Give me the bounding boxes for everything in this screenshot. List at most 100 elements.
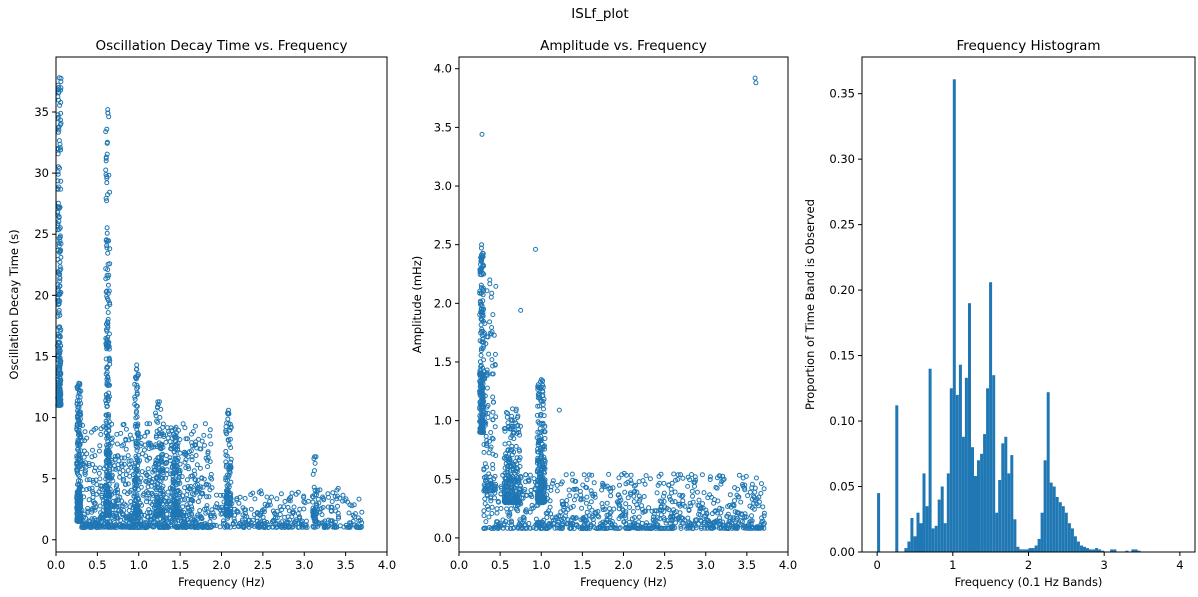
scatter-point	[185, 496, 191, 502]
scatter-point	[103, 504, 109, 510]
y-tick-label: 0	[42, 533, 49, 547]
scatter-point	[509, 413, 515, 419]
scatter-point	[123, 436, 129, 442]
scatter-point	[204, 503, 210, 509]
scatter-point	[172, 453, 178, 458]
y-tick-label: 0.35	[829, 87, 855, 101]
scatter-point	[211, 522, 217, 528]
scatter-point	[106, 460, 112, 466]
scatter-point	[335, 485, 341, 491]
scatter-point	[572, 478, 578, 484]
scatter-point	[159, 466, 165, 472]
scatter-point	[634, 502, 640, 508]
scatter-point	[688, 503, 694, 509]
scatter-point	[514, 430, 520, 436]
scatter-point	[75, 501, 81, 507]
histogram-bar	[998, 480, 1002, 552]
scatter-point	[521, 517, 527, 523]
scatter-point	[599, 501, 605, 507]
scatter-point	[657, 480, 663, 486]
scatter-point	[144, 421, 150, 427]
scatter-point	[619, 506, 625, 512]
scatter-point	[153, 410, 158, 416]
scatter-point	[295, 489, 301, 495]
scatter-point	[104, 404, 110, 410]
scatter-point	[295, 525, 301, 530]
scatter-point	[687, 477, 693, 483]
scatter-point	[568, 505, 574, 511]
scatter-point	[105, 275, 111, 281]
histogram-bar	[1125, 550, 1129, 552]
x-tick-label: 1	[949, 558, 956, 572]
scatter-point	[487, 277, 493, 283]
scatter-point	[179, 522, 185, 528]
scatter-point	[82, 429, 88, 435]
scatter-point	[132, 396, 138, 402]
scatter-point	[492, 424, 498, 430]
scatter-point	[290, 522, 296, 528]
scatter-point	[140, 451, 145, 457]
scatter-point	[713, 508, 719, 514]
scatter-point	[490, 462, 496, 467]
scatter-point	[186, 520, 192, 526]
histogram-bar	[964, 377, 968, 552]
scatter-point	[518, 523, 524, 529]
scatter-point	[77, 473, 83, 479]
scatter-point	[478, 372, 484, 378]
histogram-bar	[977, 460, 980, 552]
scatter-point	[354, 525, 360, 530]
scatter-point	[134, 408, 139, 414]
scatter-point	[120, 478, 126, 484]
histogram-bar	[1098, 549, 1102, 552]
scatter-point	[696, 497, 702, 503]
y-axis-ticks: 0 5 10 15 20 25 30 35	[34, 105, 56, 547]
scatter-point	[689, 488, 695, 494]
scatter-point	[81, 454, 87, 460]
scatter-point	[625, 495, 631, 501]
scatter-point	[222, 520, 228, 526]
scatter-point	[481, 404, 487, 410]
scatter-point	[690, 499, 696, 505]
scatter-point	[759, 481, 764, 487]
scatter-point	[244, 522, 250, 528]
scatter-point	[735, 486, 741, 492]
scatter-point	[149, 491, 155, 497]
scatter-point	[506, 440, 512, 446]
scatter-point	[123, 472, 129, 478]
scatter-point	[604, 500, 610, 506]
scatter-point	[493, 453, 499, 458]
scatter-point	[58, 117, 63, 123]
scatter-point	[500, 525, 506, 531]
scatter-point	[141, 491, 147, 497]
scatter-point	[479, 414, 485, 420]
scatter-point	[486, 488, 492, 494]
scatter-point	[749, 518, 755, 524]
histogram-bar	[895, 405, 899, 552]
scatter-point	[115, 487, 120, 493]
scatter-point	[86, 486, 92, 492]
scatter-point	[478, 282, 484, 288]
scatter-point	[109, 421, 115, 427]
decay-time-scatter-points	[55, 75, 365, 531]
scatter-point	[57, 312, 63, 318]
scatter-point	[264, 503, 270, 509]
scatter-point	[161, 521, 167, 527]
y-tick-label: 0.10	[829, 414, 855, 428]
scatter-point	[129, 524, 135, 530]
scatter-point	[115, 453, 121, 459]
scatter-point	[529, 506, 535, 512]
x-tick-label: 4.0	[378, 558, 396, 572]
scatter-point	[488, 444, 494, 450]
scatter-point	[281, 524, 287, 530]
scatter-point	[565, 517, 571, 523]
scatter-point	[273, 520, 279, 526]
scatter-point	[501, 494, 507, 500]
scatter-point	[680, 502, 686, 507]
scatter-point	[610, 485, 616, 491]
scatter-point	[508, 479, 514, 484]
scatter-point	[56, 350, 62, 356]
scatter-point	[623, 515, 629, 521]
scatter-point	[104, 245, 110, 251]
scatter-point	[180, 421, 186, 427]
x-tick-label: 2.0	[614, 558, 632, 572]
